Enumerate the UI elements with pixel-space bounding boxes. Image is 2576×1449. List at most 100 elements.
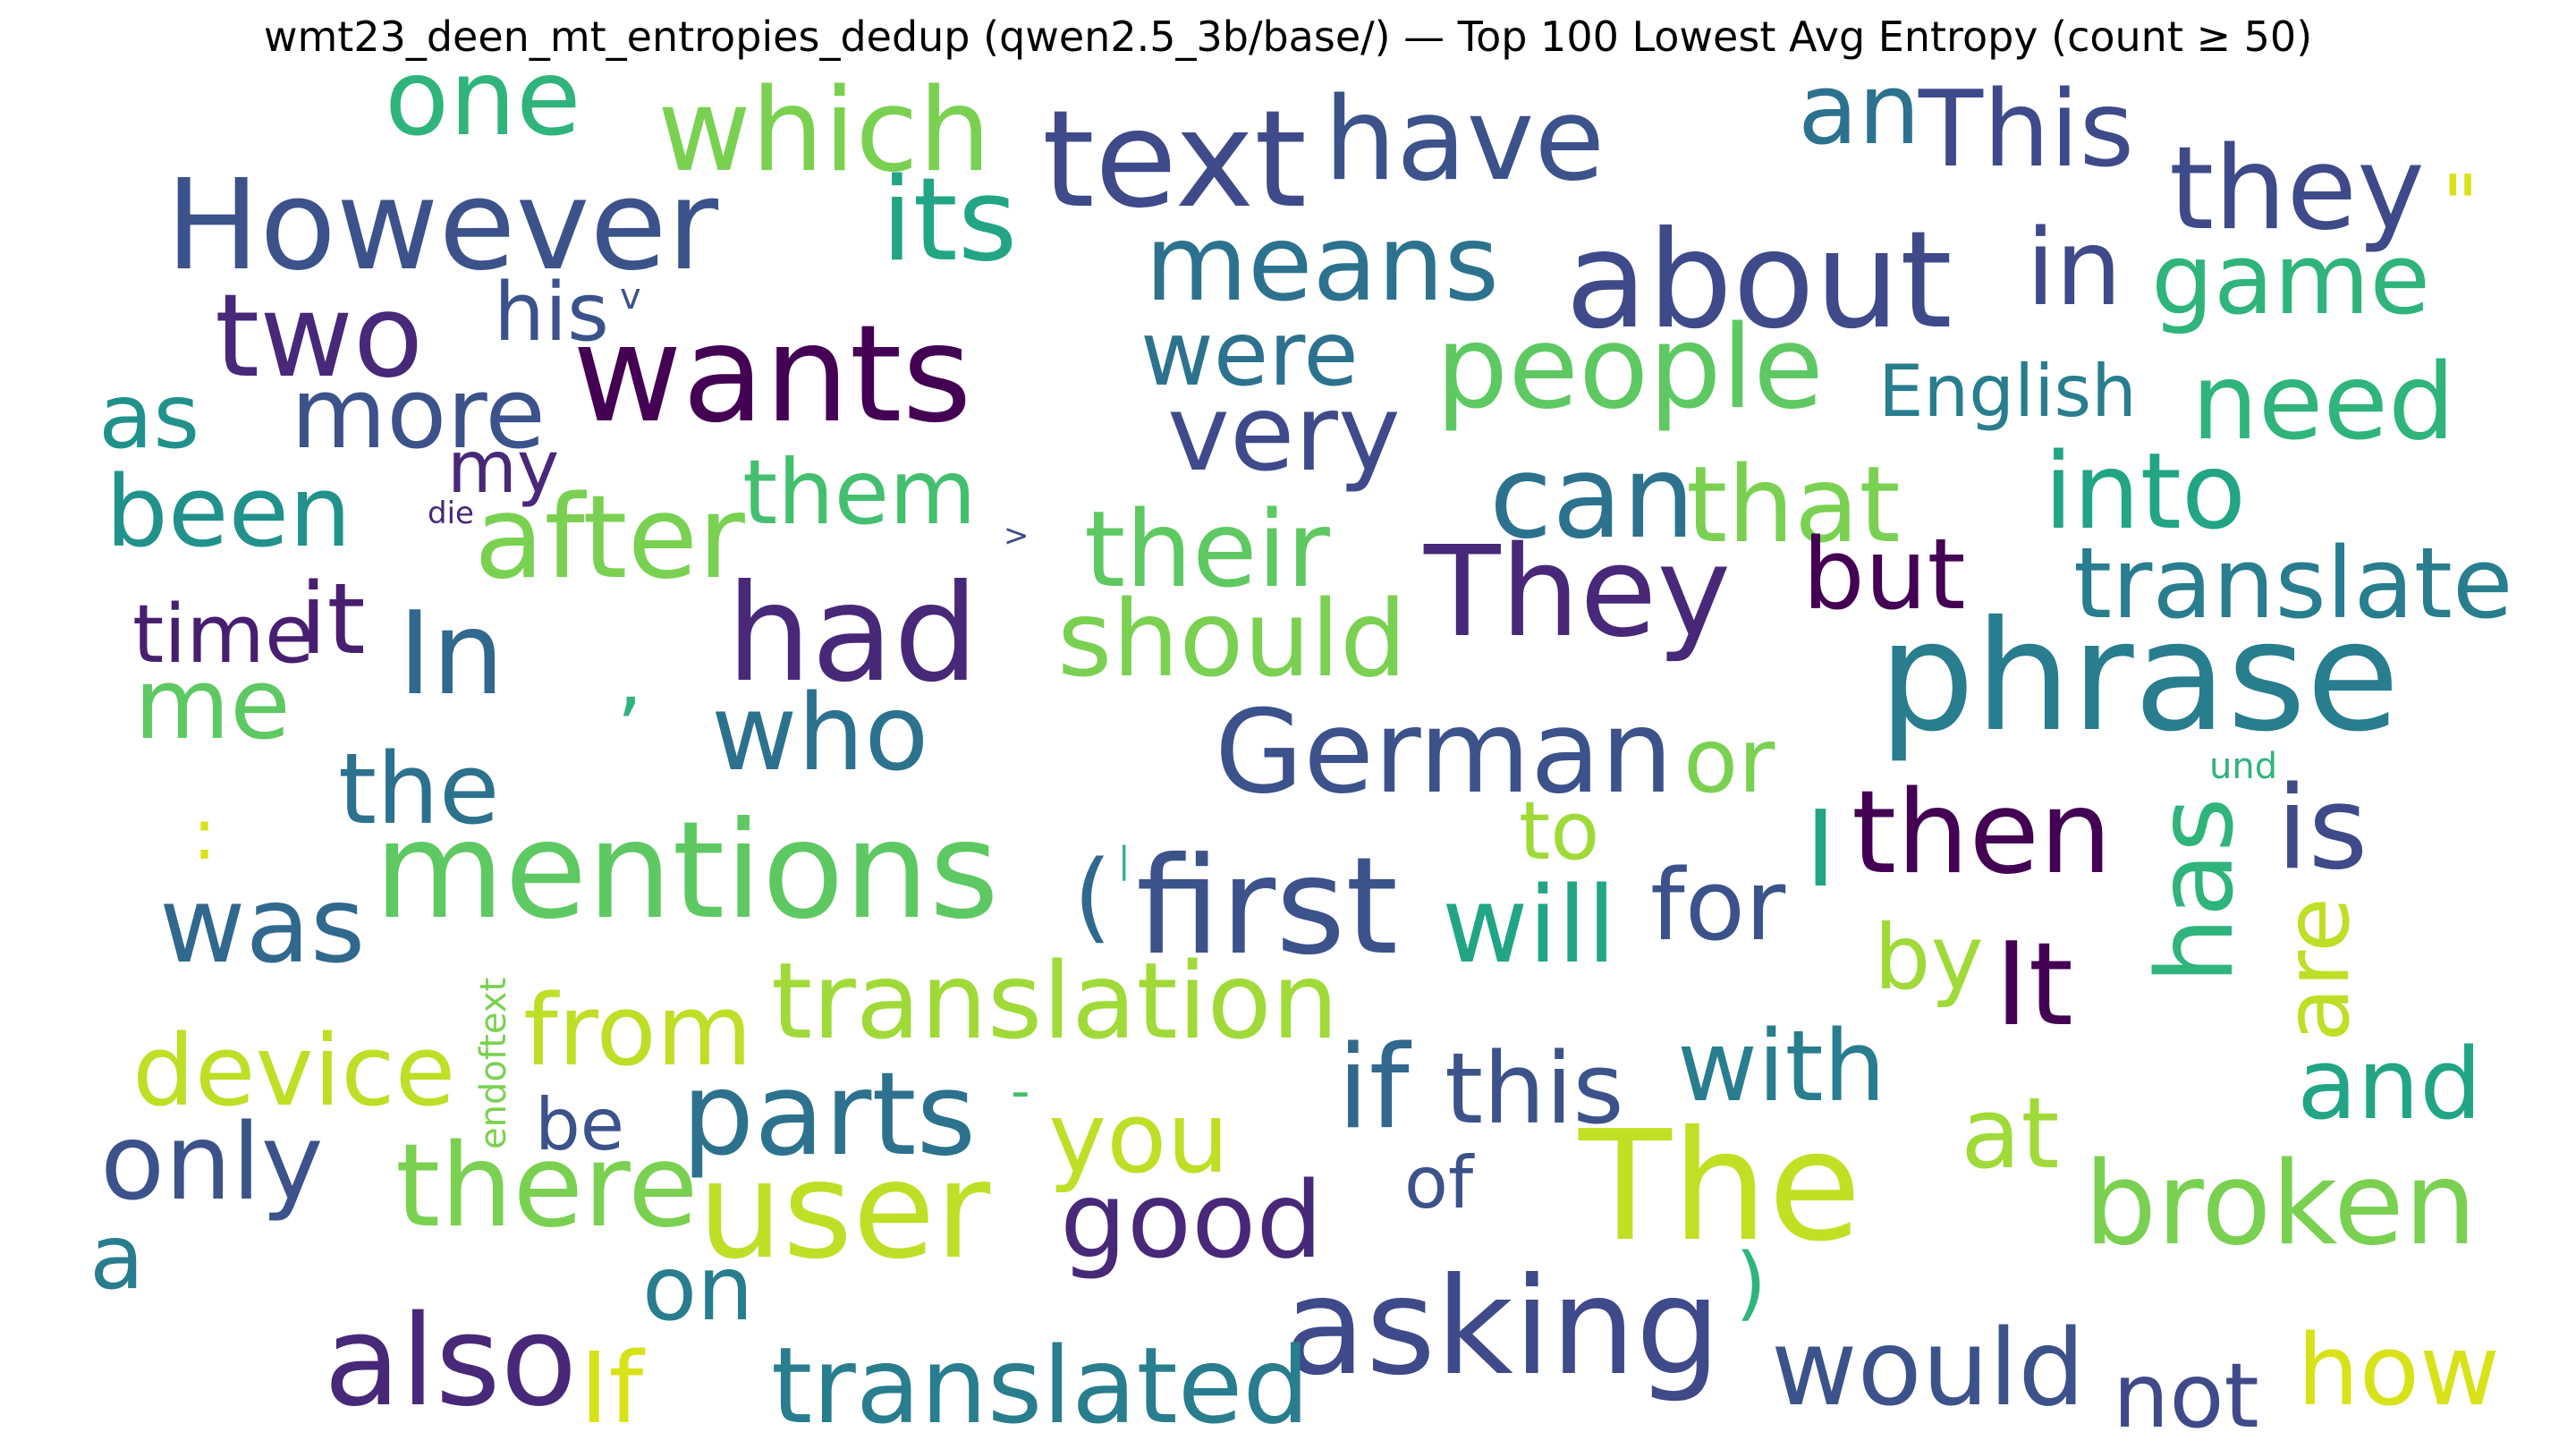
word-4: an (1798, 52, 1920, 166)
word-0: one (385, 36, 581, 159)
word-26: can (1489, 431, 1695, 564)
word-13: game (2151, 222, 2430, 336)
word-7: its (881, 154, 1017, 287)
word-51: : (192, 792, 216, 876)
word-80: The (1578, 1098, 1861, 1275)
word-88: on (642, 1236, 754, 1341)
word-72: if (1337, 1021, 1412, 1155)
word-22: as (98, 364, 199, 469)
word-67: translation (771, 939, 1338, 1063)
word-75: be (535, 1083, 624, 1166)
word-31: after (474, 471, 745, 605)
word-5: This (1918, 67, 2134, 191)
word-12: in (2026, 206, 2123, 329)
word-77: - (1011, 1060, 1030, 1123)
word-20: English (1878, 350, 2137, 433)
word-90: asking (1284, 1250, 1721, 1405)
word-33: > (1004, 518, 1030, 554)
word-52: mentions (374, 793, 999, 949)
word-70: device (132, 1013, 455, 1128)
word-78: you (1048, 1080, 1229, 1195)
word-30: die (428, 496, 474, 531)
word-64: are (2265, 897, 2369, 1042)
word-18: were (1140, 301, 1359, 406)
word-39: it (300, 562, 366, 676)
word-11: about (1565, 203, 1953, 359)
word-10: means (1145, 201, 1499, 325)
word-84: of (1404, 1141, 1475, 1224)
word-2: text (1042, 82, 1307, 238)
word-96: how (2297, 1313, 2500, 1428)
word-94: would (1771, 1306, 2085, 1429)
word-42: should (1057, 577, 1407, 700)
word-38: time (132, 588, 314, 682)
word-71: with (1677, 1009, 1885, 1123)
word-3: have (1324, 73, 1605, 207)
word-89: ) (1735, 1236, 1767, 1330)
word-35: They (1423, 520, 1731, 665)
word-86: good (1060, 1158, 1323, 1282)
word-27: that (1686, 443, 1901, 566)
word-23: more (291, 356, 546, 470)
word-32: them (742, 440, 977, 545)
word-47: German (1215, 686, 1674, 819)
word-6: However (165, 153, 719, 299)
word-53: ( (1073, 839, 1112, 953)
word-92: If (580, 1331, 645, 1445)
word-36: but (1802, 517, 1966, 631)
word-58: I (1805, 787, 1836, 911)
word-44: me (134, 647, 291, 761)
word-83: user (698, 1133, 991, 1289)
word-66: It (1995, 919, 2073, 1052)
word-56: to (1519, 784, 1599, 878)
word-15: his (494, 266, 609, 360)
word-81: only (100, 1100, 324, 1224)
word-34: their (1084, 487, 1330, 611)
word-1: which (657, 64, 991, 198)
word-69: from (523, 973, 752, 1088)
word-63: for (1650, 848, 1786, 962)
word-46: who (711, 671, 929, 794)
word-62: will (1442, 863, 1616, 987)
word-24: very (1167, 371, 1401, 495)
word-43: phrase (1878, 589, 2400, 766)
word-74: and (2297, 1027, 2482, 1141)
word-50: the (338, 732, 500, 846)
word-40: In (398, 588, 504, 721)
word-16: v (620, 276, 641, 318)
word-28: into (2044, 429, 2246, 553)
word-93: translated (771, 1324, 1309, 1447)
word-25: my (447, 426, 559, 509)
word-48: or (1683, 708, 1775, 813)
word-19: people (1436, 301, 1824, 435)
word-17: wants (572, 297, 972, 453)
word-29: been (106, 454, 352, 569)
word-45: , (617, 632, 643, 726)
word-65: by (1874, 905, 1984, 1010)
chart-title: wmt23_deen_mt_entropies_dedup (qwen2.5_3… (263, 13, 2313, 61)
word-9: " (2442, 158, 2479, 252)
word-85: broken (2084, 1138, 2477, 1271)
word-41: had (726, 556, 979, 712)
word-95: not (2113, 1343, 2259, 1448)
word-91: also (324, 1289, 577, 1435)
word-79: at (1961, 1076, 2060, 1191)
word-14: two (215, 270, 423, 403)
word-73: this (1445, 1031, 1624, 1146)
word-55: first (1136, 829, 1398, 985)
word-68: endoftext (473, 978, 514, 1149)
word-54: | (1118, 840, 1130, 881)
word-87: a (89, 1205, 144, 1309)
word-82: there (395, 1120, 699, 1253)
word-76: parts (682, 1048, 976, 1182)
word-21: need (2191, 340, 2455, 463)
word-61: was (159, 863, 365, 987)
word-8: they (2169, 123, 2425, 256)
word-59: is (2276, 762, 2368, 895)
word-49: und (2209, 746, 2277, 787)
word-57: then (1852, 767, 2112, 900)
word-60: has (2133, 797, 2257, 984)
word-37: translate (2073, 526, 2513, 640)
